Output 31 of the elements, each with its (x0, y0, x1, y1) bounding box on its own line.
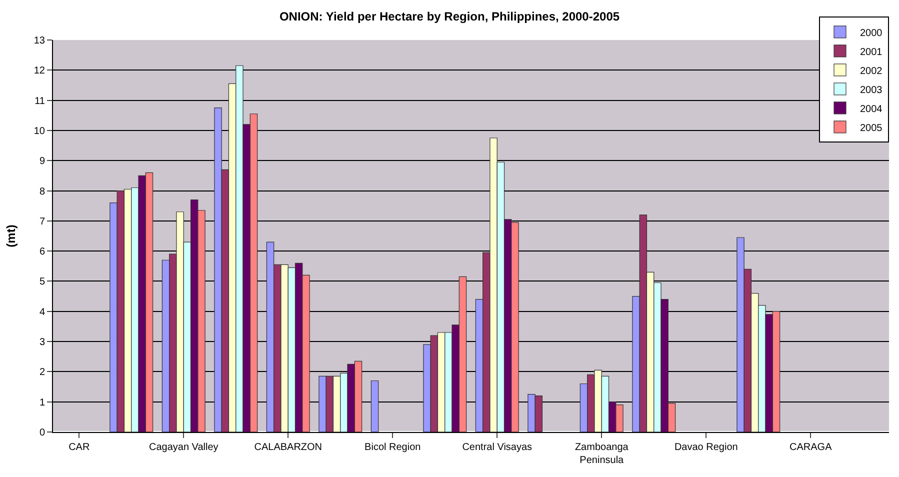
x-tick-label: Davao Region (674, 442, 738, 453)
x-tick-label: CALABARZON (254, 442, 322, 453)
y-tick-label: 10 (34, 126, 46, 137)
x-tick-label: Bicol Region (364, 442, 421, 453)
y-tick-label: 8 (39, 186, 46, 198)
y-tick-label: 2 (39, 367, 46, 378)
legend-label: 2001 (860, 46, 883, 58)
x-tick-label: CARAGA (790, 442, 832, 453)
x-tick-label: Cagayan Valley (148, 442, 218, 453)
y-tick-label: 6 (39, 246, 46, 258)
bar (370, 380, 379, 432)
y-tick-label: 0 (39, 428, 46, 438)
y-tick-label: 11 (34, 96, 46, 107)
y-tick-label: 12 (34, 66, 46, 77)
legend-label: 2005 (860, 122, 883, 134)
legend-label: 2003 (860, 84, 883, 96)
y-tick-label: 3 (39, 337, 46, 348)
x-tick-label: CAR (68, 442, 90, 453)
legend-label: 2004 (860, 104, 883, 115)
chart-title: ONION: Yield per Hectare by Region, Philippines, 2000-2005 (279, 9, 620, 24)
x-tick-label: Zamboanga Peninsula (574, 442, 629, 466)
y-tick-label: 5 (39, 276, 46, 288)
y-axis-title: (mt) (4, 224, 18, 248)
y-tick-label: 9 (39, 156, 46, 168)
y-tick-label: 7 (39, 216, 46, 228)
legend-label: 2002 (860, 66, 883, 77)
y-tick-label: 1 (39, 397, 46, 408)
y-tick-label: 4 (39, 306, 46, 318)
y-tick-label: 13 (34, 36, 46, 46)
x-tick-label: Central Visayas (462, 442, 532, 453)
legend-label: 2000 (860, 28, 883, 39)
